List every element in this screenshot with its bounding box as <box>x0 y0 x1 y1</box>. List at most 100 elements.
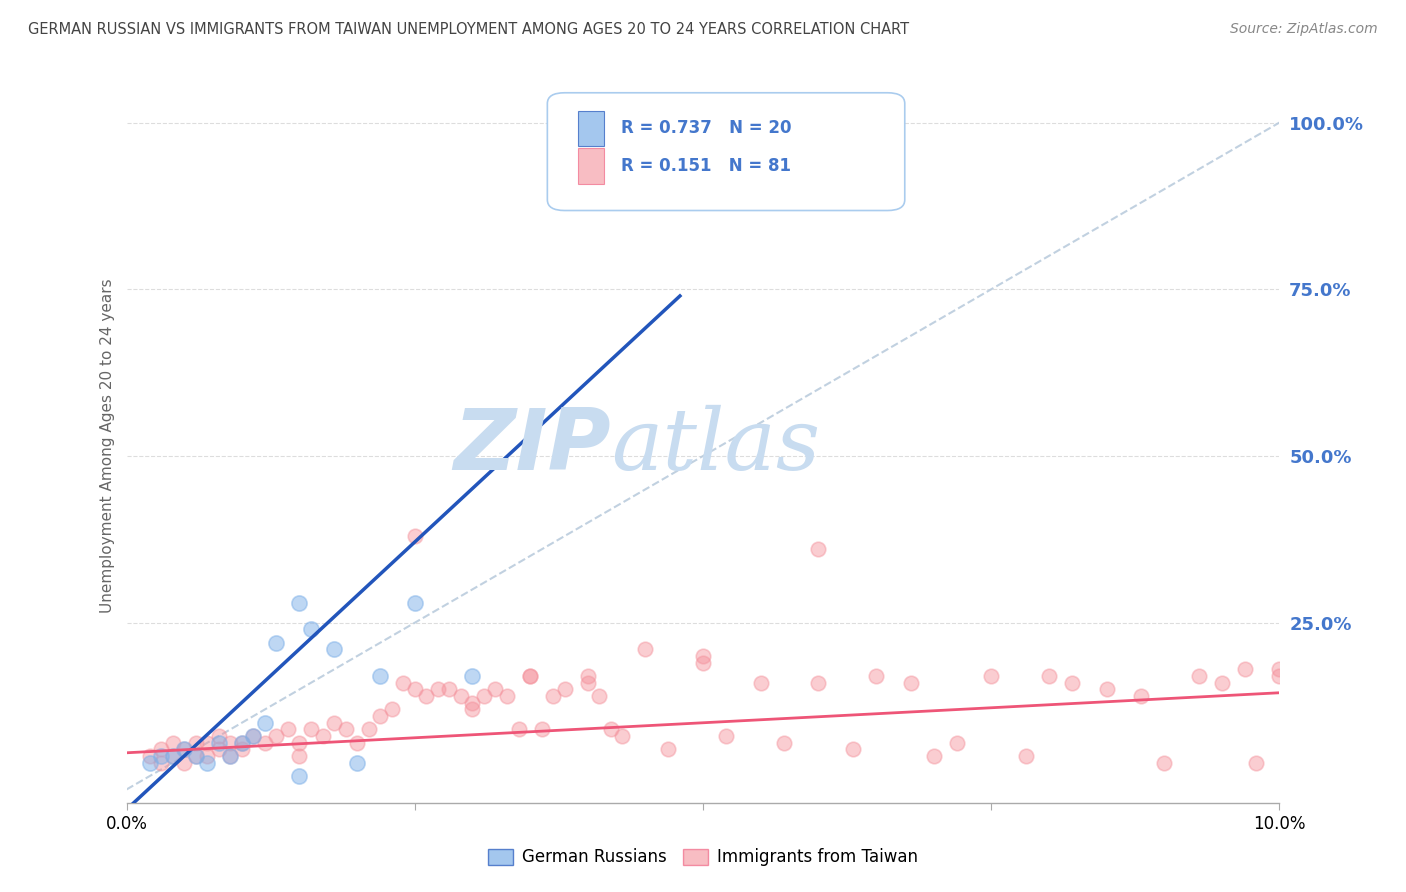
Point <box>404 596 426 610</box>
Point <box>426 682 449 697</box>
Point <box>162 736 184 750</box>
Point <box>357 723 380 737</box>
Point <box>714 729 737 743</box>
Point <box>288 736 311 750</box>
Point <box>404 529 426 543</box>
Point <box>1015 749 1038 764</box>
Point <box>173 742 195 756</box>
Point <box>692 656 714 670</box>
Point <box>1038 669 1060 683</box>
Point <box>299 723 322 737</box>
Point <box>461 696 484 710</box>
Point <box>288 749 311 764</box>
Point <box>1211 675 1233 690</box>
Point <box>231 736 253 750</box>
Point <box>461 702 484 716</box>
Point <box>299 623 322 637</box>
Point <box>266 729 288 743</box>
Point <box>138 756 160 770</box>
FancyBboxPatch shape <box>547 93 905 211</box>
Point <box>541 689 564 703</box>
Point <box>138 749 160 764</box>
Point <box>219 749 242 764</box>
Point <box>277 723 299 737</box>
Point <box>576 675 599 690</box>
Point <box>173 756 195 770</box>
Point <box>323 642 346 657</box>
Text: R = 0.737   N = 20: R = 0.737 N = 20 <box>621 120 792 137</box>
Point <box>150 749 173 764</box>
Point <box>692 649 714 664</box>
Point <box>1268 669 1291 683</box>
Point <box>195 756 218 770</box>
Point <box>231 742 253 756</box>
Point <box>415 689 437 703</box>
Point <box>508 723 530 737</box>
Point <box>842 742 865 756</box>
Point <box>195 749 218 764</box>
Point <box>1095 682 1118 697</box>
Point <box>381 702 404 716</box>
Point <box>576 669 599 683</box>
Point <box>461 669 484 683</box>
Point <box>530 723 553 737</box>
Point <box>496 689 519 703</box>
Point <box>772 736 794 750</box>
Point <box>945 736 967 750</box>
Point <box>150 756 173 770</box>
Point <box>219 749 242 764</box>
Point <box>980 669 1002 683</box>
Point <box>368 669 391 683</box>
Point <box>208 742 231 756</box>
Bar <box>578 148 603 184</box>
Point <box>599 723 621 737</box>
Point <box>404 682 426 697</box>
Point <box>253 715 276 730</box>
Bar <box>578 111 603 146</box>
Point <box>392 675 415 690</box>
Point <box>807 675 830 690</box>
Point <box>657 742 679 756</box>
Point <box>242 729 264 743</box>
Text: atlas: atlas <box>610 405 820 487</box>
Point <box>184 736 207 750</box>
Point <box>1246 756 1268 770</box>
Point <box>1188 669 1211 683</box>
Point <box>219 736 242 750</box>
Point <box>612 729 634 743</box>
Legend: German Russians, Immigrants from Taiwan: German Russians, Immigrants from Taiwan <box>482 842 924 873</box>
Text: GERMAN RUSSIAN VS IMMIGRANTS FROM TAIWAN UNEMPLOYMENT AMONG AGES 20 TO 24 YEARS : GERMAN RUSSIAN VS IMMIGRANTS FROM TAIWAN… <box>28 22 910 37</box>
Point <box>749 675 772 690</box>
Point <box>1268 662 1291 676</box>
Point <box>253 736 276 750</box>
Point <box>588 689 610 703</box>
Point <box>288 596 311 610</box>
Point <box>634 642 657 657</box>
Point <box>346 756 368 770</box>
Text: R = 0.151   N = 81: R = 0.151 N = 81 <box>621 157 792 175</box>
Point <box>554 682 576 697</box>
Point <box>184 749 207 764</box>
Point <box>242 729 264 743</box>
Point <box>368 709 391 723</box>
Point <box>865 669 887 683</box>
Point <box>1153 756 1175 770</box>
Point <box>173 742 195 756</box>
Point <box>208 729 231 743</box>
Point <box>519 669 541 683</box>
Point <box>162 749 184 764</box>
Point <box>311 729 333 743</box>
Point <box>184 749 207 764</box>
Point <box>288 769 311 783</box>
Point <box>323 715 346 730</box>
Point <box>231 736 253 750</box>
Point <box>922 749 945 764</box>
Point <box>900 675 922 690</box>
Point <box>1233 662 1256 676</box>
Point <box>195 736 218 750</box>
Point <box>439 682 461 697</box>
Point <box>150 742 173 756</box>
Point <box>472 689 495 703</box>
Point <box>346 736 368 750</box>
Point <box>1130 689 1153 703</box>
